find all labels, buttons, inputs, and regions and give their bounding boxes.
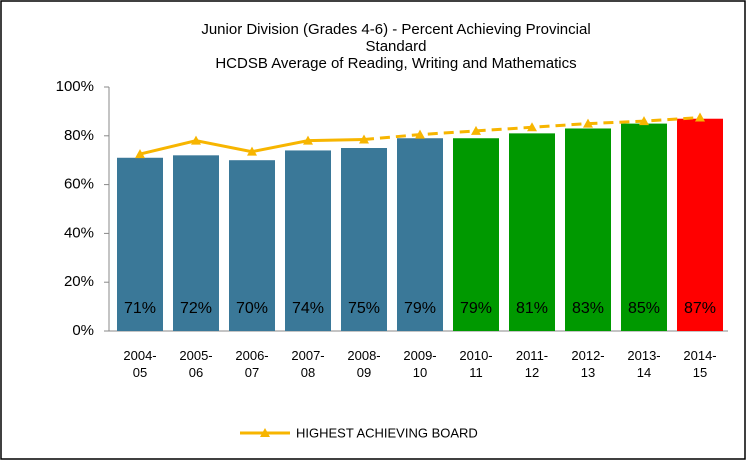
chart-title: Standard bbox=[366, 38, 427, 55]
value-label: 85% bbox=[628, 300, 660, 317]
x-tick-label: 2007-08 bbox=[291, 348, 324, 380]
value-label: 71% bbox=[124, 300, 156, 317]
x-tick-label: 2011-12 bbox=[516, 348, 548, 380]
bar bbox=[397, 138, 443, 331]
x-tick-label: 2009-10 bbox=[403, 348, 436, 380]
bar bbox=[173, 155, 219, 331]
value-label: 75% bbox=[348, 300, 380, 317]
x-tick-label: 2004-05 bbox=[123, 348, 156, 380]
line-marker bbox=[415, 129, 425, 139]
line-marker bbox=[247, 146, 257, 156]
x-tick-label: 2006-07 bbox=[235, 348, 268, 380]
y-tick-label: 60% bbox=[64, 176, 94, 193]
value-label: 79% bbox=[460, 300, 492, 317]
y-tick-label: 80% bbox=[64, 127, 94, 144]
x-tick-label: 2008-09 bbox=[347, 348, 380, 380]
value-label: 70% bbox=[236, 300, 268, 317]
bar bbox=[453, 138, 499, 331]
x-tick-label: 2014-15 bbox=[683, 348, 716, 380]
line-marker bbox=[191, 135, 201, 145]
bar bbox=[565, 128, 611, 331]
y-tick-label: 40% bbox=[64, 224, 94, 241]
y-tick-label: 0% bbox=[72, 322, 94, 339]
legend-marker bbox=[260, 428, 270, 437]
bar bbox=[229, 160, 275, 331]
bar bbox=[677, 118, 723, 331]
line-marker bbox=[639, 116, 649, 126]
x-tick-label: 2010-11 bbox=[459, 348, 492, 380]
bar bbox=[285, 150, 331, 331]
bar bbox=[621, 123, 667, 331]
value-label: 79% bbox=[404, 300, 436, 317]
line-marker bbox=[135, 149, 145, 159]
line-marker bbox=[471, 125, 481, 135]
line-marker bbox=[527, 122, 537, 132]
y-tick-label: 20% bbox=[64, 273, 94, 290]
value-label: 72% bbox=[180, 300, 212, 317]
value-label: 87% bbox=[684, 300, 716, 317]
x-tick-label: 2013-14 bbox=[627, 348, 660, 380]
line-marker bbox=[695, 112, 705, 122]
value-label: 83% bbox=[572, 300, 604, 317]
line-marker bbox=[303, 135, 313, 145]
legend-label: HIGHEST ACHIEVING BOARD bbox=[296, 425, 478, 440]
x-tick-label: 2005-06 bbox=[179, 348, 212, 380]
chart-title: Junior Division (Grades 4-6) - Percent A… bbox=[201, 21, 590, 38]
bar bbox=[117, 157, 163, 331]
y-tick-label: 100% bbox=[56, 78, 94, 95]
value-label: 81% bbox=[516, 300, 548, 317]
bar bbox=[341, 148, 387, 331]
bar bbox=[509, 133, 555, 331]
line-marker bbox=[583, 118, 593, 128]
value-label: 74% bbox=[292, 300, 324, 317]
line-marker bbox=[359, 134, 369, 144]
chart-title: HCDSB Average of Reading, Writing and Ma… bbox=[215, 55, 576, 72]
x-tick-label: 2012-13 bbox=[571, 348, 604, 380]
